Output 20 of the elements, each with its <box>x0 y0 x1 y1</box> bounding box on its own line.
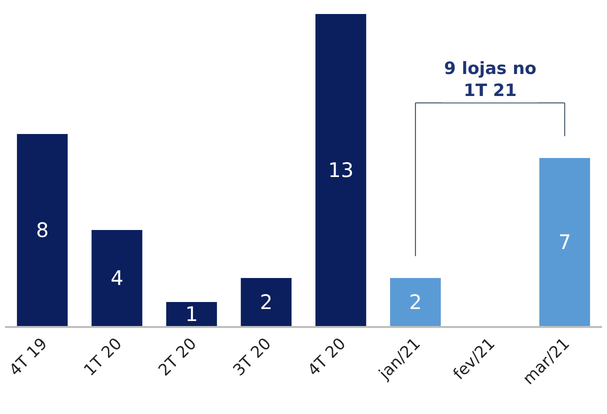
annotation: 9 lojas no 1T 21 <box>444 59 536 102</box>
x-tick-label: 3T 20 <box>229 334 275 380</box>
x-tick-label: 1T 20 <box>80 334 126 380</box>
data-label: 1 <box>185 302 198 326</box>
bar <box>390 278 441 326</box>
data-label: 7 <box>558 230 572 254</box>
bar <box>166 302 217 326</box>
bar <box>315 14 366 326</box>
x-tick-label: 2T 20 <box>154 334 200 380</box>
data-label: 8 <box>36 218 49 242</box>
data-label: 2 <box>409 290 422 314</box>
bar <box>539 158 590 326</box>
bar <box>240 278 292 326</box>
x-tick-label: 4T 19 <box>5 334 51 380</box>
x-tick-label: 4T 20 <box>304 334 350 380</box>
data-label: 2 <box>260 290 273 314</box>
data-label: 4 <box>110 266 124 290</box>
bar <box>16 134 68 326</box>
data-label: 13 <box>328 158 354 182</box>
bar <box>92 230 142 326</box>
